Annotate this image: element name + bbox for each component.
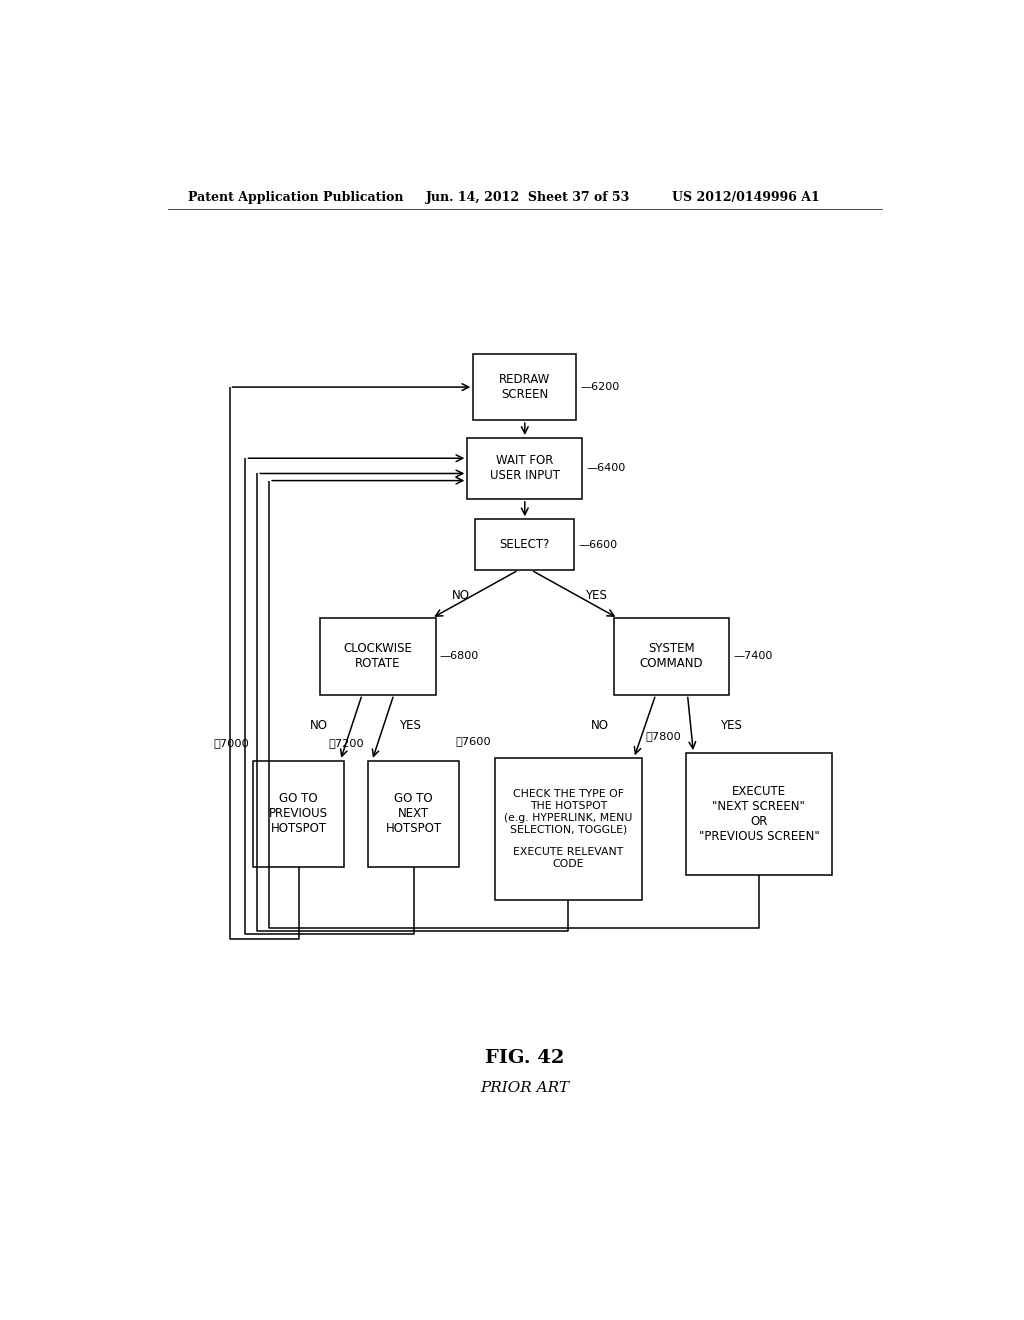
Text: Jun. 14, 2012  Sheet 37 of 53: Jun. 14, 2012 Sheet 37 of 53 [426, 190, 630, 203]
Text: SELECT?: SELECT? [500, 539, 550, 552]
Text: ⌣7000: ⌣7000 [213, 738, 249, 748]
FancyBboxPatch shape [321, 618, 435, 694]
Text: WAIT FOR
USER INPUT: WAIT FOR USER INPUT [489, 454, 560, 482]
Text: NO: NO [591, 718, 609, 731]
Text: SYSTEM
COMMAND: SYSTEM COMMAND [640, 643, 703, 671]
Text: —6200: —6200 [581, 381, 620, 392]
Text: Patent Application Publication: Patent Application Publication [187, 190, 403, 203]
FancyBboxPatch shape [475, 519, 574, 570]
FancyBboxPatch shape [253, 760, 344, 867]
Text: ⌣7600: ⌣7600 [456, 735, 492, 746]
Text: YES: YES [586, 589, 607, 602]
Text: YES: YES [720, 718, 742, 731]
FancyBboxPatch shape [685, 752, 833, 875]
Text: US 2012/0149996 A1: US 2012/0149996 A1 [672, 190, 819, 203]
Text: —6600: —6600 [579, 540, 617, 549]
Text: ⌣7200: ⌣7200 [329, 738, 365, 748]
Text: ⌣7800: ⌣7800 [646, 731, 682, 741]
FancyBboxPatch shape [368, 760, 460, 867]
FancyBboxPatch shape [467, 438, 583, 499]
Text: CHECK THE TYPE OF
THE HOTSPOT
(e.g. HYPERLINK, MENU
SELECTION, TOGGLE)

EXECUTE : CHECK THE TYPE OF THE HOTSPOT (e.g. HYPE… [504, 789, 633, 869]
Text: YES: YES [398, 718, 421, 731]
Text: —6800: —6800 [439, 652, 479, 661]
Text: EXECUTE
"NEXT SCREEN"
OR
"PREVIOUS SCREEN": EXECUTE "NEXT SCREEN" OR "PREVIOUS SCREE… [698, 785, 819, 843]
Text: GO TO
NEXT
HOTSPOT: GO TO NEXT HOTSPOT [386, 792, 441, 836]
Text: —7400: —7400 [733, 652, 772, 661]
Text: FIG. 42: FIG. 42 [485, 1049, 564, 1067]
Text: GO TO
PREVIOUS
HOTSPOT: GO TO PREVIOUS HOTSPOT [269, 792, 328, 836]
Text: NO: NO [453, 589, 470, 602]
Text: CLOCKWISE
ROTATE: CLOCKWISE ROTATE [343, 643, 413, 671]
Text: —6400: —6400 [587, 463, 626, 474]
FancyBboxPatch shape [495, 758, 642, 900]
Text: NO: NO [309, 718, 328, 731]
Text: REDRAW
SCREEN: REDRAW SCREEN [499, 374, 551, 401]
Text: PRIOR ART: PRIOR ART [480, 1081, 569, 1096]
FancyBboxPatch shape [473, 354, 577, 420]
FancyBboxPatch shape [614, 618, 729, 694]
